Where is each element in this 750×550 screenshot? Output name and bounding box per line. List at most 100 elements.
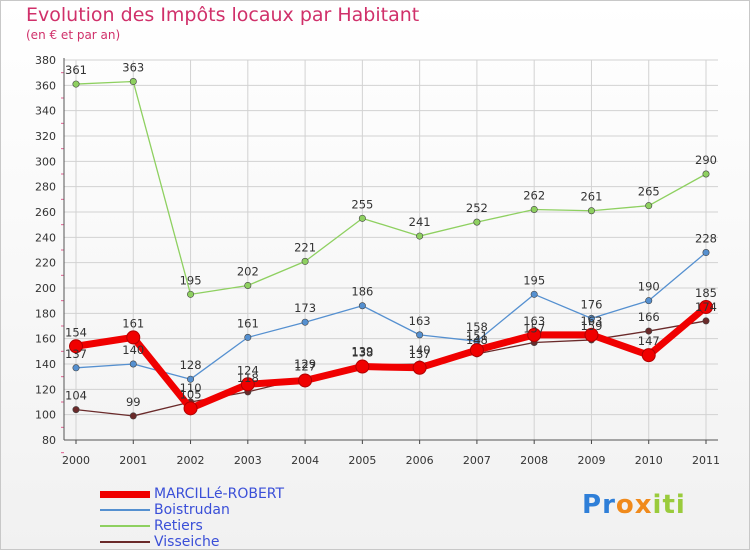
legend-label: Visseiche xyxy=(154,534,220,550)
data-label-marcill-robert: 185 xyxy=(695,286,717,300)
data-label-boistrudan: 128 xyxy=(180,358,202,372)
data-label-visseiche: 174 xyxy=(695,300,717,314)
chart-subtitle: (en € et par an) xyxy=(26,28,121,42)
legend-item: Retiers xyxy=(100,518,284,534)
x-tick-label: 2007 xyxy=(463,454,491,467)
logo-letter: x xyxy=(634,490,653,520)
legend: MARCILLé-ROBERT Boistrudan Retiers Visseich… xyxy=(100,486,284,550)
y-tick-label: 320 xyxy=(35,130,56,143)
data-label-retiers: 221 xyxy=(294,240,316,254)
data-label-visseiche: 99 xyxy=(126,395,141,409)
y-tick-label: 160 xyxy=(35,333,56,346)
data-label-boistrudan: 195 xyxy=(523,273,545,287)
data-point-retiers xyxy=(244,281,252,289)
data-label-retiers: 262 xyxy=(523,188,545,202)
data-point-boistrudan xyxy=(129,360,137,368)
data-point-marcill-robert xyxy=(641,348,656,363)
data-point-boistrudan xyxy=(244,333,252,341)
legend-swatch xyxy=(100,490,150,498)
x-tick-label: 2011 xyxy=(692,454,720,467)
data-point-retiers xyxy=(358,214,366,222)
legend-swatch xyxy=(100,541,150,543)
data-point-retiers xyxy=(587,207,595,215)
data-label-marcill-robert: 138 xyxy=(351,346,373,360)
x-tick-label: 2001 xyxy=(119,454,147,467)
data-point-boistrudan xyxy=(72,364,80,372)
data-point-retiers xyxy=(187,290,195,298)
y-tick-label: 100 xyxy=(35,409,56,422)
data-point-marcill-robert xyxy=(298,373,313,388)
y-tick-label: 300 xyxy=(35,155,56,168)
y-tick-label: 380 xyxy=(35,54,56,67)
data-label-visseiche: 140 xyxy=(409,343,431,357)
x-tick-label: 2005 xyxy=(348,454,376,467)
y-tick-label: 80 xyxy=(42,434,56,447)
data-point-retiers xyxy=(645,202,653,210)
data-label-boistrudan: 140 xyxy=(122,343,144,357)
data-label-retiers: 261 xyxy=(580,190,602,204)
data-label-boistrudan: 190 xyxy=(638,280,660,294)
x-tick-label: 2008 xyxy=(520,454,548,467)
data-point-marcill-robert xyxy=(183,401,198,416)
data-point-visseiche xyxy=(129,412,137,420)
data-label-marcill-robert: 151 xyxy=(466,329,488,343)
logo-letter: P xyxy=(582,490,603,520)
legend-item: Visseiche xyxy=(100,534,284,550)
data-point-retiers xyxy=(416,232,424,240)
data-label-retiers: 363 xyxy=(122,61,144,75)
series-line-retiers xyxy=(75,80,707,295)
data-label-boistrudan: 228 xyxy=(695,232,717,246)
data-label-visseiche: 166 xyxy=(638,310,660,324)
data-point-retiers xyxy=(72,80,80,88)
data-label-visseiche: 139 xyxy=(351,344,373,358)
y-tick-label: 200 xyxy=(35,282,56,295)
data-label-boistrudan: 158 xyxy=(466,320,488,334)
data-point-retiers xyxy=(530,205,538,213)
data-point-retiers xyxy=(129,78,137,86)
grid xyxy=(64,59,718,441)
axes: 80 100 120 140 160 180 200 220 240 260 280 300 320 34… xyxy=(35,54,720,467)
data-point-marcill-robert xyxy=(412,360,427,375)
y-tick-label: 140 xyxy=(35,358,56,371)
data-label-retiers: 195 xyxy=(180,273,202,287)
chart-title: Evolution des Impôts locaux par Habitant xyxy=(26,4,420,26)
data-label-marcill-robert: 137 xyxy=(409,347,431,361)
y-tick-label: 280 xyxy=(35,181,56,194)
logo-letter: o xyxy=(615,490,635,520)
legend-label: MARCILLé-ROBERT xyxy=(154,486,285,502)
data-label-retiers: 290 xyxy=(695,153,717,167)
legend-item: Boistrudan xyxy=(100,502,284,518)
data-label-visseiche: 104 xyxy=(65,389,87,403)
data-label-boistrudan: 186 xyxy=(351,285,373,299)
legend-label: Boistrudan xyxy=(154,502,230,518)
data-point-boistrudan xyxy=(645,297,653,305)
data-label-retiers: 361 xyxy=(65,63,87,77)
legend-swatch xyxy=(100,509,150,511)
data-labels: 104 99 110 118 129 139 140 148 157 159 166 174 361 36… xyxy=(65,61,717,409)
data-point-boistrudan xyxy=(530,290,538,298)
data-label-visseiche: 148 xyxy=(466,333,488,347)
y-tick-label: 260 xyxy=(35,206,56,219)
logo-letter: r xyxy=(602,490,616,520)
logo-letter: i xyxy=(675,490,686,520)
data-point-marcill-robert xyxy=(469,343,484,358)
x-tick-label: 2009 xyxy=(577,454,605,467)
data-label-retiers: 265 xyxy=(638,185,660,199)
data-label-marcill-robert: 163 xyxy=(523,314,545,328)
data-point-boistrudan xyxy=(187,375,195,383)
data-label-marcill-robert: 105 xyxy=(180,387,202,401)
data-label-boistrudan: 176 xyxy=(580,297,602,311)
series-line-marcill-robert xyxy=(75,304,709,412)
data-label-visseiche: 157 xyxy=(523,321,545,335)
data-label-marcill-robert: 124 xyxy=(237,363,259,377)
proxiti-logo: Proxiti xyxy=(582,490,686,520)
data-label-visseiche: 129 xyxy=(294,357,316,371)
data-point-visseiche xyxy=(702,317,710,325)
data-point-boistrudan xyxy=(702,249,710,257)
data-point-visseiche xyxy=(645,327,653,335)
logo-letter: i xyxy=(652,490,663,520)
data-label-visseiche: 110 xyxy=(180,381,202,395)
data-point-retiers xyxy=(473,218,481,226)
data-label-visseiche: 118 xyxy=(237,371,259,385)
